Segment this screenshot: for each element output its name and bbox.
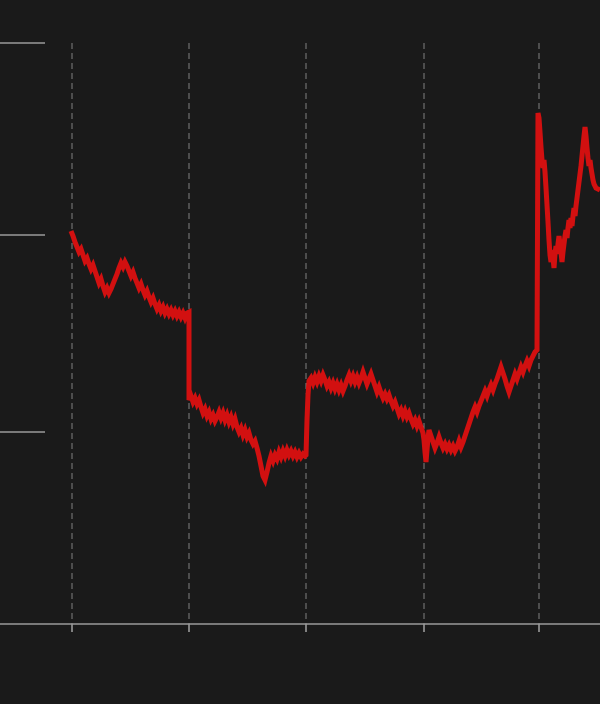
data-series-group	[68, 112, 600, 488]
data-line-value	[68, 112, 600, 488]
y-axis-ticks	[0, 42, 45, 433]
x-axis-ticks	[71, 624, 540, 632]
